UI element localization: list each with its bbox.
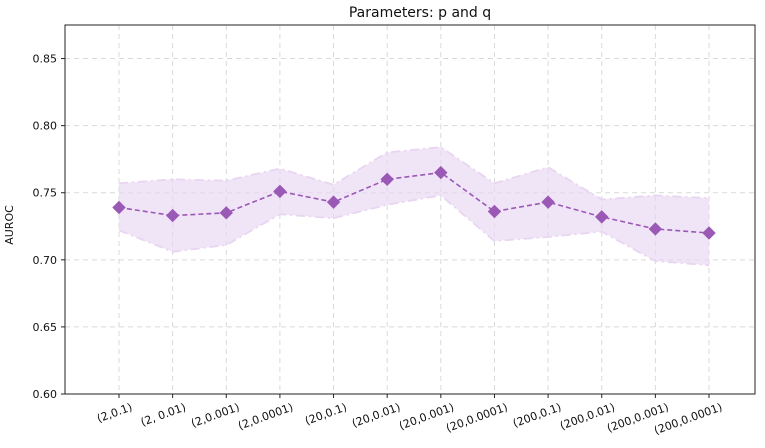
data-point-marker <box>648 222 663 236</box>
y-tick-label: 0.85 <box>33 53 58 66</box>
data-point-marker <box>487 204 502 219</box>
confidence-band-layer <box>118 146 710 267</box>
data-point-layer <box>112 165 716 240</box>
y-tick-label: 0.70 <box>33 254 58 267</box>
data-point-marker <box>273 184 287 199</box>
y-tick-labels: 0.60 0.65 0.70 0.75 0.80 0.85 <box>33 53 65 401</box>
data-point-marker <box>165 208 180 223</box>
data-point-marker <box>326 195 341 209</box>
x-tick-label: (200,0.1) <box>511 401 563 431</box>
x-tick-label: (2, 0.01) <box>139 401 188 429</box>
data-point-marker <box>380 172 394 187</box>
series-line-layer <box>118 171 710 234</box>
data-point-marker <box>595 210 609 224</box>
x-tick-label: (20,0.0001) <box>444 401 509 435</box>
y-axis-label: AUROC <box>3 205 16 245</box>
data-point-marker <box>434 165 448 180</box>
y-tick-label: 0.65 <box>33 321 58 334</box>
data-point-marker <box>541 195 555 209</box>
plot-frame <box>64 24 756 395</box>
x-tick-label: (20,0.01) <box>350 401 402 431</box>
data-point-marker <box>112 200 126 215</box>
y-tick-label: 0.80 <box>33 120 58 133</box>
confidence-band <box>119 147 709 266</box>
x-tick-label: (2,0.001) <box>189 401 241 431</box>
data-point-marker <box>702 226 716 240</box>
x-tick-label: (20,0.1) <box>303 401 348 428</box>
y-tick-label: 0.75 <box>33 187 58 200</box>
x-tick-label: (2,0.0001) <box>236 401 295 433</box>
x-tick-labels: (2,0.1) (2, 0.01) (2,0.001)(2,0.0001) (20,0… <box>95 394 724 437</box>
y-tick-label: 0.60 <box>33 388 58 401</box>
data-point-marker <box>219 206 233 220</box>
chart-title: Parameters: p and q <box>349 5 491 21</box>
series-line <box>118 171 710 234</box>
lower-bound-line <box>118 194 710 267</box>
x-tick-label: (2,0.1) <box>95 401 134 426</box>
upper-bound-line <box>118 146 710 201</box>
